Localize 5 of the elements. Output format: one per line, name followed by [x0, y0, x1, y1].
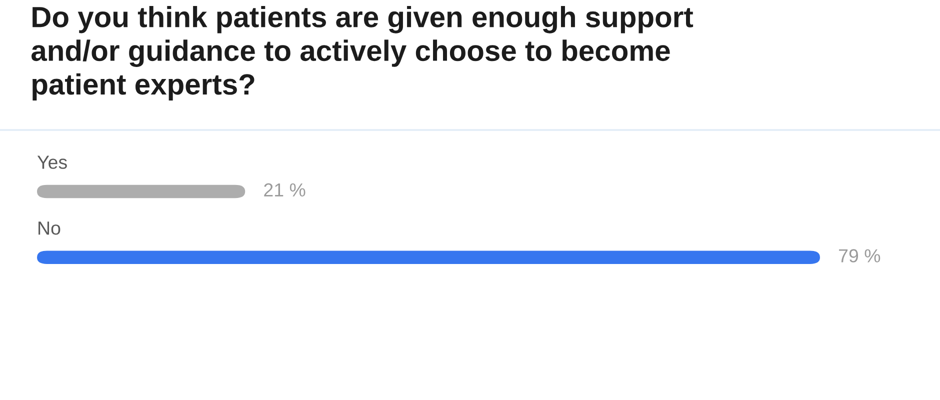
chart-title: Do you think patients are given enough support and/or guidance to actively choose to become patient experts? — [32, 6, 694, 101]
data-label: 21 % — [264, 183, 306, 196]
y-tick-label: No — [38, 222, 60, 235]
data-label: 79 % — [839, 249, 880, 262]
y-tick-label: Yes — [37, 156, 67, 169]
